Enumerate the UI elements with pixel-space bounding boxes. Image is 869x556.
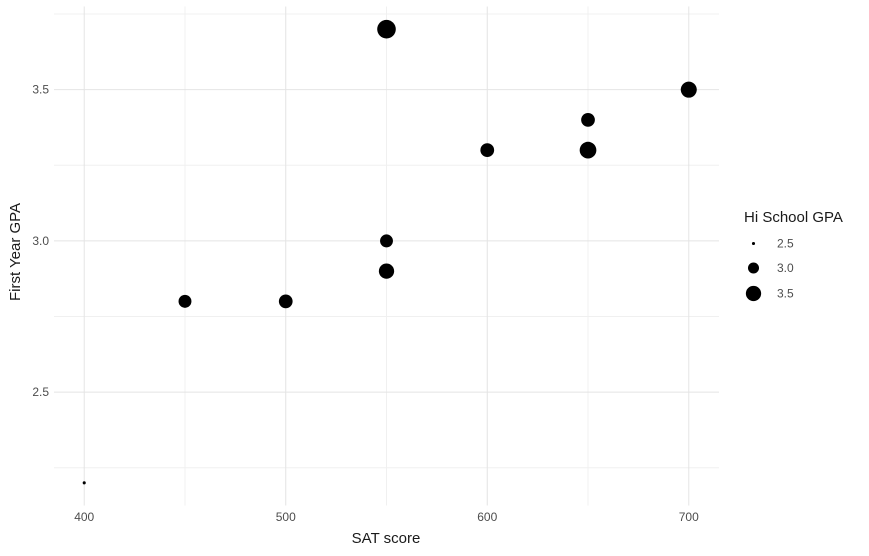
- x-tick-label: 600: [477, 510, 497, 524]
- x-tick-label: 700: [679, 510, 699, 524]
- legend-item: 3.0: [747, 261, 794, 275]
- data-point: [480, 143, 495, 158]
- data-points: [82, 19, 697, 485]
- data-point: [82, 481, 86, 485]
- legend-item-label: 3.0: [777, 261, 794, 275]
- data-point: [380, 234, 393, 248]
- data-point: [178, 294, 192, 308]
- y-tick-label: 2.5: [32, 385, 49, 399]
- x-tick-label: 500: [276, 510, 296, 524]
- legend-item: 2.5: [751, 237, 794, 251]
- x-tick-label: 400: [74, 510, 94, 524]
- data-point: [680, 81, 697, 98]
- legend-key-dot: [745, 285, 762, 302]
- legend-item-label: 3.5: [777, 287, 794, 301]
- data-point: [579, 141, 597, 159]
- legend: Hi School GPA 2.5 3.0 3.5: [744, 209, 843, 302]
- data-point: [581, 113, 595, 127]
- y-axis-title: First Year GPA: [7, 203, 24, 301]
- data-point: [377, 19, 396, 39]
- data-point: [378, 263, 395, 279]
- legend-key-dot: [751, 241, 756, 246]
- legend-key-dot: [747, 262, 760, 274]
- legend-title: Hi School GPA: [744, 209, 843, 226]
- y-tick-label: 3.5: [32, 83, 49, 97]
- legend-items: 2.5 3.0 3.5: [745, 237, 794, 302]
- y-axis-tick-labels: 2.5 3.0 3.5: [32, 83, 49, 399]
- legend-item-label: 2.5: [777, 237, 794, 251]
- x-axis-tick-labels: 400 500 600 700: [74, 510, 699, 524]
- minor-gridlines: [54, 6, 719, 506]
- y-tick-label: 3.0: [32, 234, 49, 248]
- x-axis-title: SAT score: [352, 530, 421, 547]
- legend-item: 3.5: [745, 285, 794, 302]
- data-point: [278, 294, 293, 309]
